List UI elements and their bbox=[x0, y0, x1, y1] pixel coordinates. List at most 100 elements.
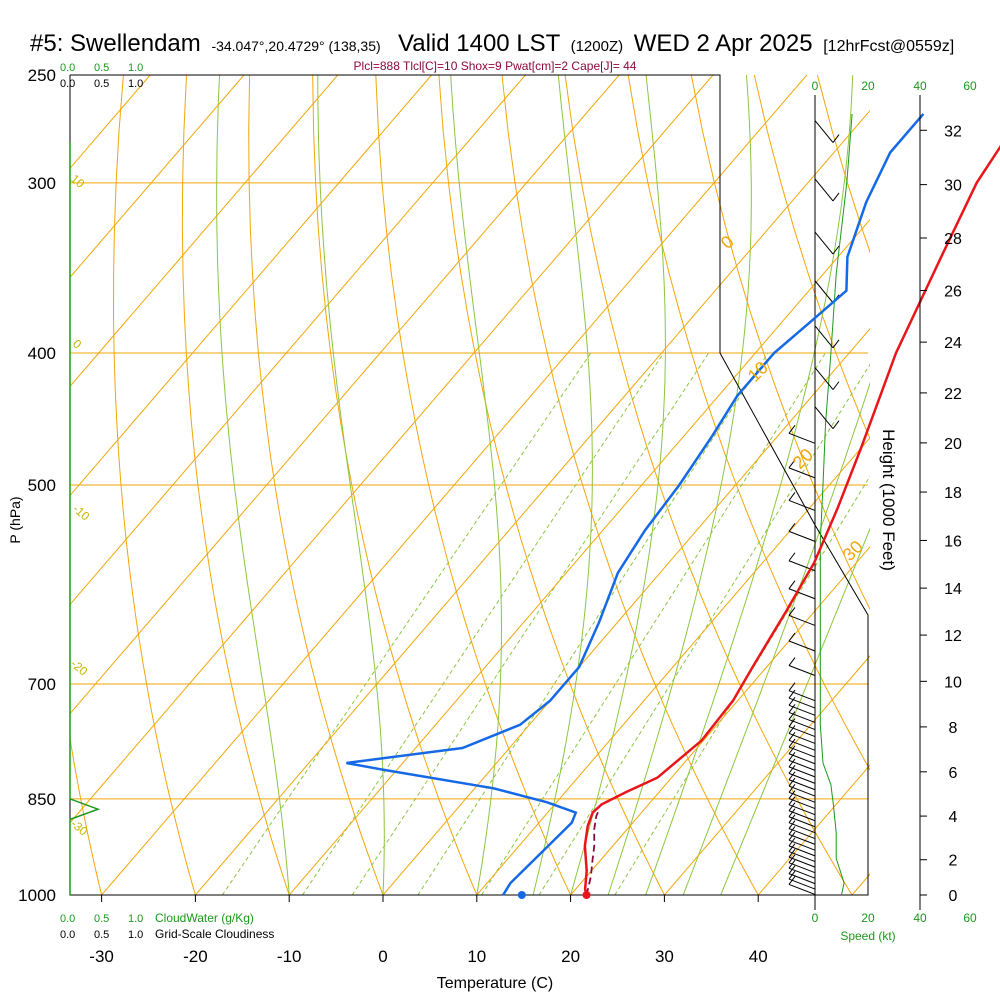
wind-barb-flag bbox=[788, 843, 796, 852]
wind-barb-staff bbox=[788, 753, 816, 765]
cw-bot-1: 0.5 bbox=[94, 913, 109, 925]
wind-barb-flag bbox=[788, 425, 796, 434]
mixing-ratio-label: 5 bbox=[420, 899, 436, 917]
wind-barb-staff bbox=[814, 280, 834, 304]
wind-barb-staff bbox=[788, 766, 816, 778]
temperature-line bbox=[583, 145, 1000, 896]
wind-barb-flag bbox=[788, 718, 796, 727]
height-tick-label: 30 bbox=[944, 178, 962, 195]
wind-barb-staff bbox=[788, 785, 816, 797]
pressure-tick-label: 250 bbox=[28, 66, 56, 85]
moist-adiabat bbox=[607, 75, 752, 895]
forecast-run: [12hrFcst@0559z] bbox=[823, 38, 954, 55]
wind-barb-flag bbox=[788, 876, 796, 885]
mixing-ratio-label: 2 bbox=[306, 899, 322, 917]
height-tick-label: 0 bbox=[949, 888, 958, 905]
wind-barb-staff bbox=[788, 500, 816, 511]
wind-barb-flag bbox=[788, 870, 796, 880]
mixing-ratio-line bbox=[302, 352, 665, 895]
wind-barb-staff bbox=[788, 867, 816, 879]
moist-adiabat bbox=[317, 75, 385, 895]
wind-barb-staff bbox=[788, 833, 816, 845]
speed-bot-0: 0 bbox=[812, 911, 819, 925]
x-axis-label: Temperature (C) bbox=[437, 975, 553, 992]
wind-barb-flag bbox=[788, 725, 796, 734]
moist-adiabats bbox=[216, 75, 870, 895]
isotherm-line bbox=[476, 437, 870, 895]
wind-barb-flag bbox=[788, 682, 796, 691]
isotherm-line bbox=[70, 75, 432, 497]
utc-time: (1200Z) bbox=[571, 38, 624, 55]
cl-bot-1: 0.5 bbox=[94, 929, 109, 941]
isotherm-line bbox=[288, 218, 870, 895]
mixing-ratio-line bbox=[481, 352, 826, 895]
mixing-ratio-label: 20 bbox=[618, 894, 640, 916]
wind-barb-staff bbox=[788, 873, 816, 885]
wind-barb-staff bbox=[814, 231, 834, 255]
dewpoint-line bbox=[346, 113, 925, 896]
wind-barb-flag bbox=[788, 837, 796, 847]
y-axis-label: P (hPa) bbox=[7, 496, 23, 543]
wind-barb-staff bbox=[788, 804, 816, 816]
height-tick-label: 4 bbox=[949, 809, 958, 826]
svg-text:Valid 1400 LST (1200Z): Valid 1400 LST (1200Z) WED 2 Apr 2025 [1… bbox=[398, 30, 954, 57]
valid-time: Valid 1400 LST bbox=[398, 30, 561, 57]
parcel-line bbox=[585, 808, 601, 896]
wind-barb-flag bbox=[788, 802, 796, 812]
dry-adiabat bbox=[312, 75, 478, 895]
speed-bot-3: 60 bbox=[963, 911, 977, 925]
wind-barb-flag bbox=[788, 859, 796, 869]
speed-top-2: 40 bbox=[913, 79, 927, 93]
wind-barb-flag bbox=[832, 381, 840, 390]
dry-adiabat bbox=[564, 75, 853, 895]
mixing-ratio-line bbox=[538, 363, 870, 895]
wind-barb-flag bbox=[788, 689, 796, 699]
moist-adiabat bbox=[720, 527, 870, 895]
wind-barb-staff bbox=[788, 816, 816, 828]
wind-barb-flag bbox=[788, 831, 796, 841]
pressure-tick-label: 850 bbox=[28, 790, 56, 809]
speed-scale-top: 0 20 40 60 bbox=[812, 79, 977, 93]
wind-barb-flag bbox=[788, 865, 796, 874]
wind-barb-flag bbox=[788, 808, 796, 818]
x-tick-label: 10 bbox=[467, 947, 486, 966]
cw-top-0: 0.0 bbox=[60, 62, 75, 74]
x-tick-label: 0 bbox=[378, 947, 387, 966]
cl-top-1: 0.5 bbox=[94, 78, 109, 90]
wind-barb-flag bbox=[788, 607, 796, 616]
wind-barb-staff bbox=[788, 810, 816, 822]
wind-barb-staff bbox=[814, 406, 834, 430]
mixing-ratio-label: 8 bbox=[485, 899, 501, 917]
dry-adiabat bbox=[112, 75, 196, 895]
mixing-ratio-line bbox=[417, 352, 769, 895]
speed-scale-bottom: 0 20 40 60 Speed (kt) bbox=[812, 911, 977, 943]
wind-barb-flag bbox=[788, 848, 796, 858]
cw-bot-0: 0.0 bbox=[60, 913, 75, 925]
pressure-axis-ticks: 250 300 400 500 700 850 1000 bbox=[18, 66, 56, 905]
wind-barb-flag bbox=[788, 771, 796, 781]
isotherm-line bbox=[70, 75, 526, 606]
wind-barb-staff bbox=[788, 467, 816, 479]
wind-barb-staff bbox=[788, 856, 816, 868]
height-tick-label: 10 bbox=[944, 674, 962, 691]
wind-barb-flag bbox=[832, 339, 840, 349]
wind-barb-staff bbox=[788, 665, 816, 676]
wind-barb-flag bbox=[788, 738, 796, 748]
moist-adiabat bbox=[682, 381, 870, 895]
height-tick-label: 24 bbox=[944, 335, 962, 352]
wind-barb-staff bbox=[788, 883, 816, 895]
dry-adiabat-label: -30 bbox=[68, 817, 91, 839]
dry-adiabat bbox=[501, 75, 759, 895]
wind-barb-flag bbox=[788, 657, 796, 666]
wind-barb-flag bbox=[832, 134, 840, 143]
wind-barb-staff bbox=[788, 432, 816, 444]
cloud-water-profile bbox=[69, 142, 101, 895]
station-coords: -34.047°,20.4729° (138,35) bbox=[211, 38, 380, 54]
height-axis-label: Height (1000 Feet) bbox=[879, 429, 898, 571]
wind-speed-line bbox=[819, 113, 853, 896]
isotherm-line bbox=[382, 327, 870, 895]
x-tick-label: -10 bbox=[277, 947, 302, 966]
wind-barb-staff bbox=[788, 839, 816, 851]
